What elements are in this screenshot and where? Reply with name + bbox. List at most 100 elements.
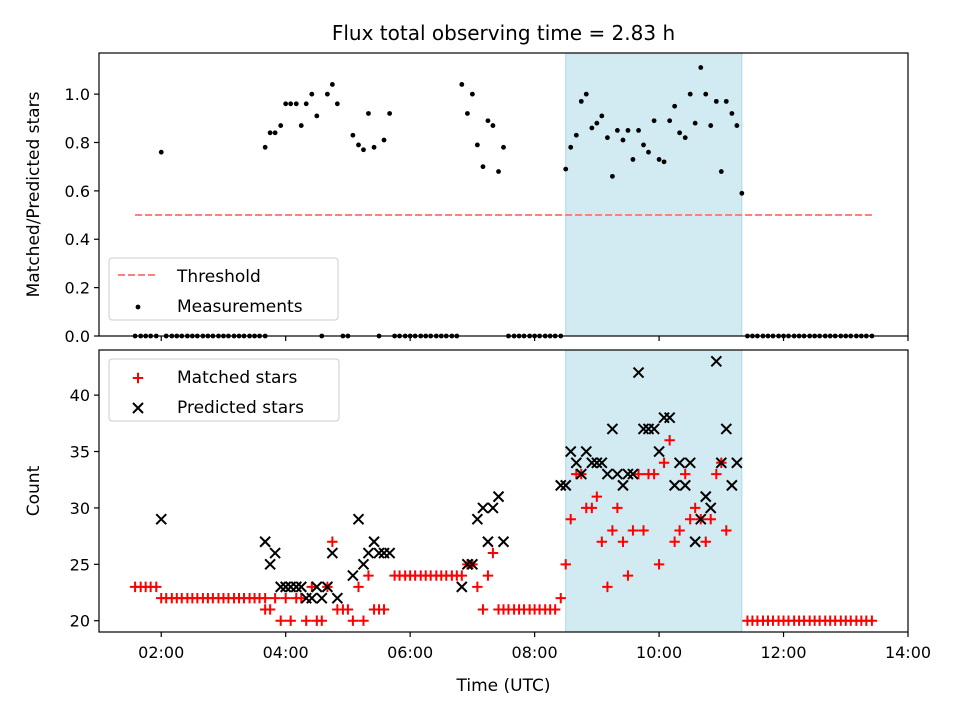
data-point	[692, 120, 698, 126]
data-point	[653, 445, 665, 458]
data-point	[723, 98, 729, 104]
y-tick-label: 0.6	[65, 182, 90, 201]
data-point	[680, 468, 691, 480]
data-point	[658, 457, 670, 468]
data-point	[573, 132, 579, 138]
data-point	[596, 457, 608, 469]
data-point	[301, 615, 312, 626]
data-point	[387, 111, 393, 116]
data-point	[586, 502, 598, 514]
y-tick-label: 40	[70, 386, 90, 405]
data-point	[342, 604, 354, 615]
data-point	[614, 128, 620, 133]
data-point	[698, 65, 704, 70]
data-point	[279, 581, 292, 593]
data-point	[672, 103, 678, 109]
data-point	[363, 570, 374, 581]
data-point	[293, 101, 299, 107]
data-point	[705, 514, 716, 525]
data-point	[501, 144, 506, 150]
data-point	[285, 615, 296, 626]
data-point	[710, 355, 723, 367]
data-point	[366, 111, 371, 116]
data-point	[269, 547, 281, 559]
data-point	[480, 164, 486, 170]
data-point	[321, 581, 334, 593]
data-point	[331, 592, 344, 604]
data-point	[306, 581, 318, 593]
data-point	[280, 592, 291, 604]
data-point	[620, 137, 626, 143]
data-point	[711, 468, 722, 480]
data-point	[606, 423, 619, 435]
legend-label: Matched stars	[177, 368, 297, 388]
data-point	[689, 536, 701, 548]
data-point	[474, 142, 480, 148]
x-tick-label: 08:00	[512, 643, 558, 662]
data-point	[602, 581, 613, 593]
data-point	[549, 604, 561, 615]
y-tick-label: 35	[70, 443, 90, 462]
data-point	[591, 457, 603, 469]
data-point	[705, 502, 717, 514]
data-point	[720, 423, 732, 435]
data-point	[269, 592, 281, 604]
legend-entry: Predicted stars	[132, 398, 304, 418]
data-point	[622, 468, 634, 480]
data-point	[646, 149, 651, 155]
data-point	[381, 137, 387, 143]
data-point	[638, 525, 649, 536]
data-point	[283, 101, 289, 107]
y-tick-label: 30	[70, 499, 90, 518]
data-point	[689, 502, 701, 514]
data-point	[267, 130, 273, 136]
data-point	[334, 101, 340, 107]
data-point	[469, 91, 475, 97]
legend-marker	[132, 372, 144, 384]
data-point	[700, 536, 711, 547]
data-point	[155, 513, 167, 525]
data-point	[651, 118, 657, 124]
data-point	[703, 91, 709, 97]
data-point	[560, 479, 572, 492]
data-point	[278, 123, 284, 128]
data-point	[715, 457, 728, 469]
data-point	[309, 91, 315, 97]
y-axis-label: Count	[24, 465, 44, 516]
data-point	[669, 536, 680, 547]
data-point	[465, 111, 470, 116]
data-point	[555, 592, 566, 604]
data-point	[314, 113, 320, 119]
data-point	[617, 536, 629, 547]
data-point	[682, 135, 688, 141]
data-point	[158, 149, 164, 155]
data-point	[347, 569, 359, 582]
data-point	[362, 547, 375, 559]
data-point	[352, 513, 365, 525]
data-point	[356, 142, 361, 148]
legend-entry: Measurements	[135, 297, 303, 317]
data-point	[648, 423, 660, 435]
data-point	[471, 513, 484, 525]
data-point	[713, 98, 719, 104]
data-point	[633, 468, 644, 480]
legend-box	[108, 358, 340, 422]
data-point	[477, 604, 489, 615]
data-point	[641, 142, 646, 148]
data-point	[596, 536, 608, 547]
data-point	[316, 615, 327, 626]
x-axis-label: Time (UTC)	[456, 676, 551, 696]
data-point	[358, 615, 369, 626]
data-point	[456, 570, 468, 581]
data-point	[324, 91, 330, 97]
data-point	[605, 135, 610, 141]
data-point	[708, 123, 714, 128]
data-point	[570, 457, 583, 469]
x-tick-label: 06:00	[387, 643, 433, 662]
data-point	[630, 157, 636, 162]
data-point	[371, 144, 377, 150]
bottom-panel: 20 25 30 35 40 02:00 04:00 06:00 08:00 10:00 12:00…	[24, 349, 931, 662]
data-point	[264, 604, 276, 615]
data-point	[684, 457, 696, 469]
